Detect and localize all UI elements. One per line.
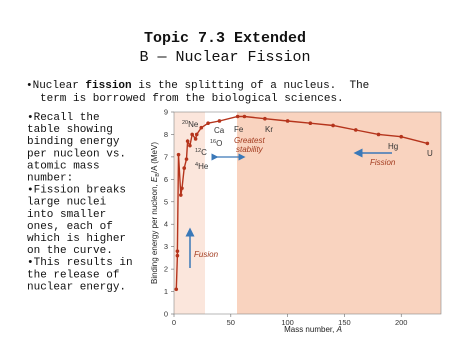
point <box>182 166 187 170</box>
x-axis-title: Mass number, A <box>284 325 342 334</box>
point <box>193 137 198 141</box>
label-fe: Fe <box>234 125 244 134</box>
bullet-line: table showing <box>27 124 113 136</box>
bullet-line: •This results in <box>27 257 133 269</box>
el: Ne <box>188 120 199 129</box>
intro-line: •Nuclear fission is the splitting of a n… <box>26 80 369 92</box>
point <box>175 253 180 258</box>
y-tick-label: 2 <box>164 265 168 274</box>
bullet-line: per nucleon vs. <box>27 148 126 160</box>
bullet-line: the release of <box>27 269 119 281</box>
bullet-line: number: <box>27 173 73 185</box>
point <box>353 128 358 132</box>
plot-frame <box>173 111 442 315</box>
point <box>263 116 267 121</box>
y-tick-label: 3 <box>164 242 168 251</box>
bullet-line: ones, each of <box>27 221 113 233</box>
point <box>399 134 404 139</box>
el: He <box>198 162 209 171</box>
label-kr: Kr <box>265 125 273 134</box>
point <box>285 119 290 123</box>
y-axis-title: Binding energy per nucleon, EB/A (MeV) <box>150 142 161 284</box>
point <box>176 152 181 157</box>
label-u: U <box>427 149 433 158</box>
stability-region <box>205 112 237 314</box>
y-tick-label: 4 <box>164 220 168 229</box>
label-o: 16O <box>210 139 222 148</box>
point <box>242 114 247 119</box>
point <box>175 249 180 253</box>
point <box>194 132 199 137</box>
y-tick-label: 0 <box>164 310 168 319</box>
title: Topic 7.3 Extended <box>144 30 306 47</box>
label-fission: Fission <box>370 158 396 167</box>
bullet-line: into smaller <box>27 209 106 221</box>
bullet-line: nuclear energy. <box>27 281 126 293</box>
sup: 20 <box>182 120 188 126</box>
y-tick-label: 9 <box>164 108 168 117</box>
y-tick-label: 6 <box>164 175 168 184</box>
y-tick-label: 5 <box>164 197 168 206</box>
intro-line: term is borrowed from the biological sci… <box>40 93 344 105</box>
point <box>376 132 381 137</box>
subtitle: B — Nuclear Fission <box>139 49 310 66</box>
bullet-line: on the curve. <box>27 245 113 257</box>
x-title-text: Mass number, <box>284 325 336 334</box>
bullet-line: atomic mass <box>27 160 100 172</box>
bullet-line: which is higher <box>27 233 126 245</box>
bullet-line: •Fission breaks <box>27 185 126 197</box>
point <box>235 114 240 119</box>
y-tick-label: 1 <box>164 287 168 296</box>
point <box>180 186 184 191</box>
x-tick-label: 0 <box>172 318 176 327</box>
el: O <box>216 139 222 148</box>
y-title-text: Binding energy per nucleon, <box>150 182 159 284</box>
x-tick-label: 50 <box>227 318 235 327</box>
y-tick-label: 8 <box>164 130 168 139</box>
fission-region <box>237 112 441 314</box>
bullet-line: large nuclei <box>27 197 107 209</box>
point <box>190 132 194 137</box>
point <box>188 143 192 148</box>
point <box>185 139 190 143</box>
y-tick-label: 7 <box>164 152 168 161</box>
bullet-line: •Recall the <box>27 112 100 124</box>
label-hg: Hg <box>388 142 398 151</box>
sup: 12 <box>195 148 201 154</box>
point <box>184 157 189 161</box>
y-title-sub: B <box>155 173 161 177</box>
bullet-line: binding energy <box>27 136 120 148</box>
intro-text: is the splitting of a nucleus. The <box>132 80 370 92</box>
label-ca: Ca <box>214 126 225 135</box>
point <box>174 287 179 292</box>
label-stability: stability <box>236 145 264 154</box>
point <box>199 125 204 130</box>
x-tick-label: 100 <box>281 318 294 327</box>
el: C <box>201 148 207 157</box>
sup: 4 <box>195 162 198 168</box>
intro-bold: fission <box>85 80 131 92</box>
label-c: 12C <box>195 148 207 157</box>
point <box>217 119 222 123</box>
label-he: 4He <box>195 162 209 171</box>
x-tick-label: 150 <box>338 318 351 327</box>
y-title-after: /A (MeV) <box>150 142 159 173</box>
point <box>179 193 183 197</box>
point <box>206 121 210 126</box>
label-ne: 20Ne <box>182 120 199 129</box>
point <box>425 141 430 146</box>
y-title-var: E <box>150 176 159 182</box>
sup: 16 <box>210 139 216 145</box>
x-tick-label: 200 <box>395 318 408 327</box>
label-fusion: Fusion <box>194 250 219 259</box>
label-stability: Greatest <box>234 136 265 145</box>
point <box>331 123 335 128</box>
intro-text: •Nuclear <box>26 80 85 92</box>
point <box>308 121 313 126</box>
x-title-var: A <box>336 325 342 334</box>
